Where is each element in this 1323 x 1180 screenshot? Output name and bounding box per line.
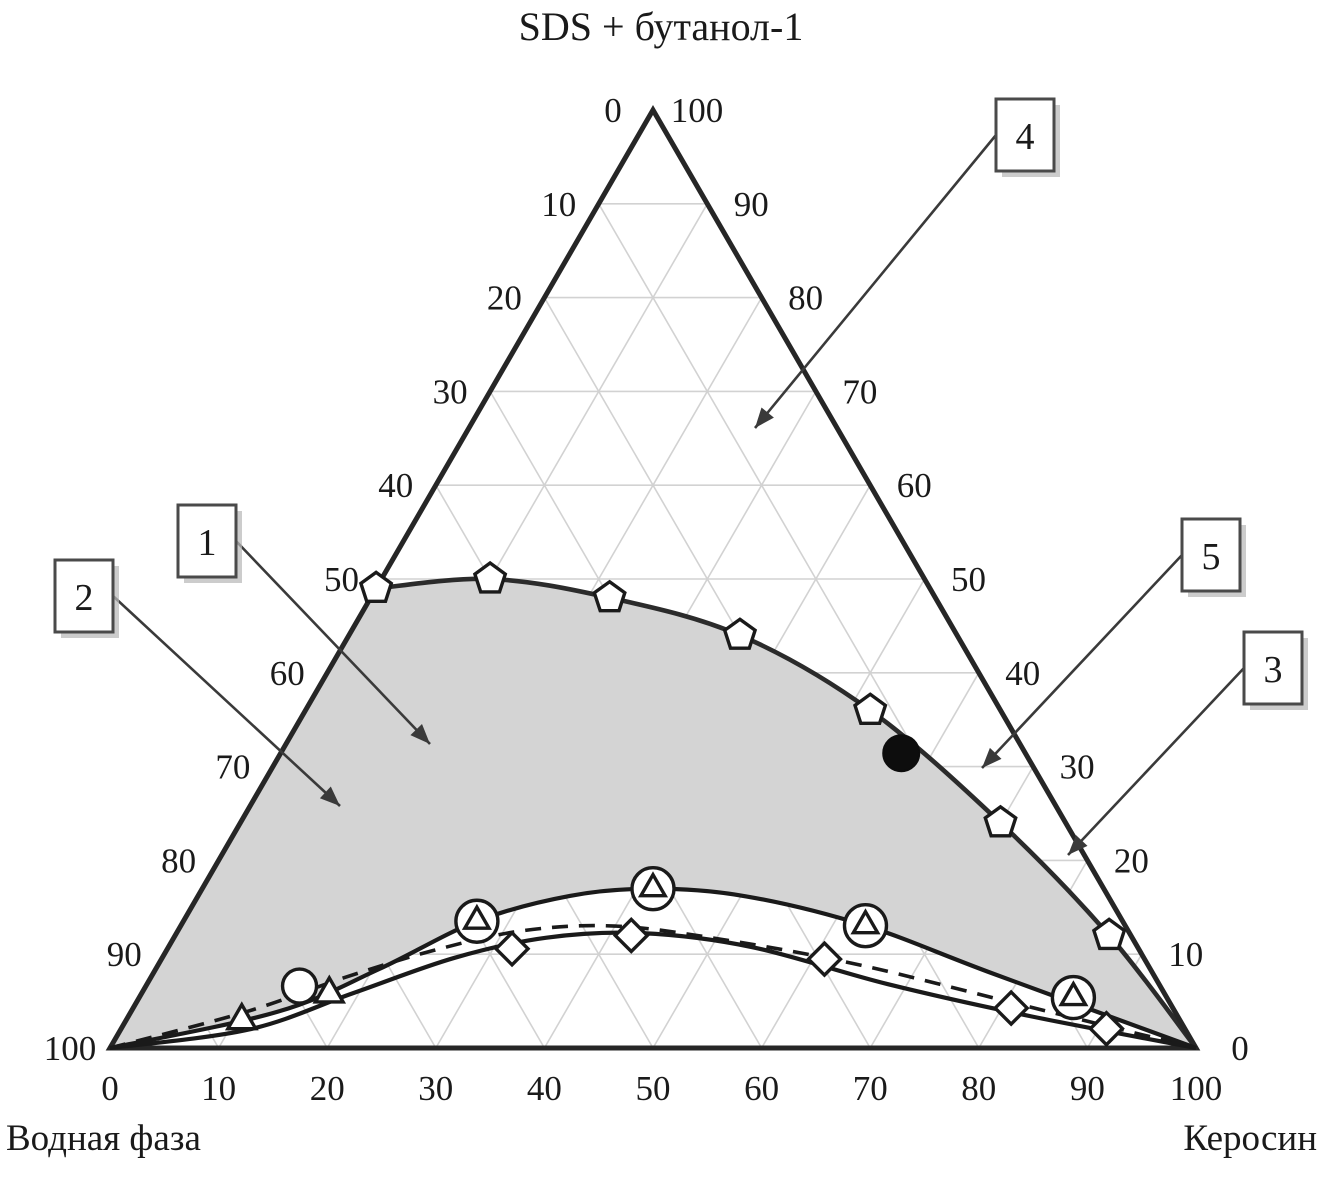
marker-pentagon-5 (853, 692, 888, 725)
callout-label-1: 1 (198, 522, 217, 564)
corner-label-kerosene: Керосин (1183, 1118, 1317, 1159)
right-tick-40: 40 (1005, 654, 1040, 693)
callout-5[interactable]: 5 (981, 517, 1246, 769)
callout-arrowhead-5 (982, 747, 1002, 768)
data-markers (224, 560, 1127, 1048)
callout-arrowhead-3 (1068, 835, 1088, 855)
marker-pentagon-2 (472, 560, 508, 594)
left-tick-80: 80 (161, 841, 196, 880)
callout-labels[interactable]: 1 2 3 4 5 (53, 97, 1308, 856)
marker-diamond-4 (992, 989, 1030, 1027)
bottom-tick-100: 100 (1170, 1069, 1223, 1108)
bottom-tick-40: 40 (527, 1069, 562, 1108)
right-tick-70: 70 (842, 372, 877, 411)
two-phase-region (110, 576, 1198, 1050)
callout-label-4: 4 (1016, 116, 1035, 158)
right-tick-30: 30 (1060, 748, 1095, 787)
right-tick-20: 20 (1114, 841, 1149, 880)
callout-2[interactable]: 2 (53, 558, 341, 807)
marker-triangle-1 (312, 974, 347, 1004)
marker-pentagon-6 (983, 804, 1018, 838)
callout-label-5: 5 (1202, 536, 1221, 578)
callout-label-2: 2 (75, 577, 94, 619)
right-tick-50: 50 (951, 560, 986, 599)
right-tick-0: 0 (1231, 1029, 1249, 1068)
left-tick-70: 70 (215, 748, 250, 787)
marker-triangle-2 (224, 1001, 259, 1031)
callout-arrowhead-1 (410, 724, 430, 744)
right-tick-10: 10 (1168, 935, 1203, 974)
bottom-tick-90: 90 (1070, 1069, 1105, 1108)
marker-triangle-circle-4 (1050, 974, 1097, 1021)
left-tick-100: 100 (44, 1029, 97, 1068)
marker-diamond-5 (1088, 1010, 1125, 1048)
right-tick-90: 90 (734, 185, 769, 224)
callout-3[interactable]: 3 (1067, 630, 1308, 856)
bottom-tick-50: 50 (636, 1069, 671, 1108)
left-tick-10: 10 (541, 185, 576, 224)
marker-diamond-1 (493, 930, 531, 968)
callout-arrowhead-2 (319, 786, 340, 806)
marker-filled-point (882, 734, 921, 773)
bottom-tick-70: 70 (853, 1069, 888, 1108)
axis-tick-labels: 0 10 20 30 40 50 60 70 80 90 100010203040506070809… (44, 91, 1249, 1108)
callout-4[interactable]: 4 (753, 97, 1060, 429)
marker-triangle-circle-1 (454, 898, 500, 944)
bottom-tick-60: 60 (744, 1069, 779, 1108)
right-tick-100: 100 (671, 91, 724, 130)
callout-label-3: 3 (1264, 649, 1283, 691)
bottom-tick-10: 10 (201, 1069, 236, 1108)
callout-1[interactable]: 1 (176, 503, 431, 745)
marker-pentagon-7 (1091, 917, 1127, 951)
left-tick-30: 30 (433, 372, 468, 411)
left-tick-90: 90 (107, 935, 142, 974)
page-title: SDS + бутанол-1 (519, 4, 804, 49)
left-tick-40: 40 (378, 466, 413, 505)
callout-arrowhead-4 (755, 407, 774, 428)
bottom-tick-20: 20 (310, 1069, 345, 1108)
marker-triangle-circle-3 (842, 902, 889, 949)
left-tick-60: 60 (270, 654, 305, 693)
right-tick-60: 60 (897, 466, 932, 505)
marker-triangle-circle-2 (630, 866, 676, 912)
bottom-tick-0: 0 (101, 1069, 119, 1108)
marker-open-circle (280, 967, 319, 1005)
marker-pentagon-4 (722, 617, 758, 650)
left-tick-20: 20 (487, 279, 522, 318)
marker-pentagon-3 (592, 579, 627, 613)
right-tick-80: 80 (788, 279, 823, 318)
marker-diamond-3 (806, 940, 843, 978)
bottom-tick-80: 80 (961, 1069, 996, 1108)
left-tick-0: 0 (604, 91, 622, 130)
marker-pentagon-1 (358, 570, 394, 603)
bottom-tick-30: 30 (418, 1069, 453, 1108)
left-tick-50: 50 (324, 560, 359, 599)
marker-diamond-2 (612, 917, 650, 954)
corner-label-water: Водная фаза (6, 1118, 201, 1159)
